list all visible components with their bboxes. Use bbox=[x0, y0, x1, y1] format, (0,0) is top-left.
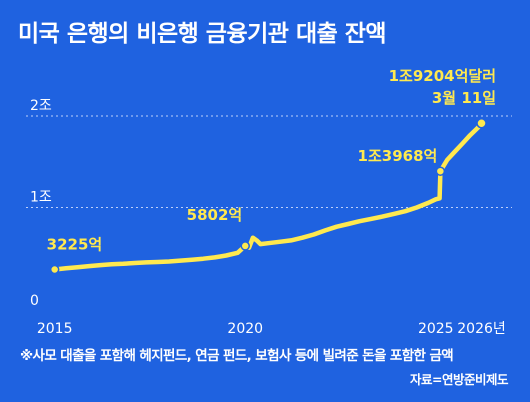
x-axis-ticks: 2015 2020 2025 2026년 bbox=[37, 321, 506, 337]
end-value-label: 1조9204억달러 bbox=[389, 67, 496, 85]
x-tick-label: 2025 bbox=[418, 321, 454, 337]
chart-title: 미국 은행의 비은행 금융기관 대출 잔액 bbox=[18, 21, 387, 47]
y-tick-label: 1조 bbox=[30, 190, 52, 206]
data-label: 1조3968억 bbox=[358, 147, 438, 165]
grid-layer bbox=[26, 115, 512, 208]
data-point bbox=[240, 241, 250, 251]
end-date-label: 3월 11일 bbox=[432, 89, 496, 107]
source-credit: 자료=연방준비제도 bbox=[410, 372, 508, 387]
series-line bbox=[52, 121, 484, 272]
footnote: ※사모 대출을 포함해 헤지펀드, 연금 펀드, 보험사 등에 빌려준 돈을 포… bbox=[20, 348, 454, 364]
y-tick-label: 0 bbox=[30, 293, 39, 309]
data-point bbox=[435, 166, 446, 176]
x-tick-label: 2020 bbox=[227, 321, 263, 337]
data-labels: 3225억 5802억 1조3968억 1조9204억달러 3월 11일 bbox=[47, 67, 496, 253]
data-label: 3225억 bbox=[47, 235, 103, 253]
data-label: 5802억 bbox=[187, 206, 243, 224]
y-axis-ticks: 0 1조 2조 bbox=[30, 98, 52, 309]
x-tick-label: 2026년 bbox=[457, 321, 506, 337]
data-point bbox=[49, 264, 60, 275]
x-tick-label: 2015 bbox=[37, 321, 73, 337]
series-layer bbox=[49, 118, 487, 275]
end-data-point bbox=[476, 118, 487, 129]
y-tick-label: 2조 bbox=[30, 98, 52, 114]
